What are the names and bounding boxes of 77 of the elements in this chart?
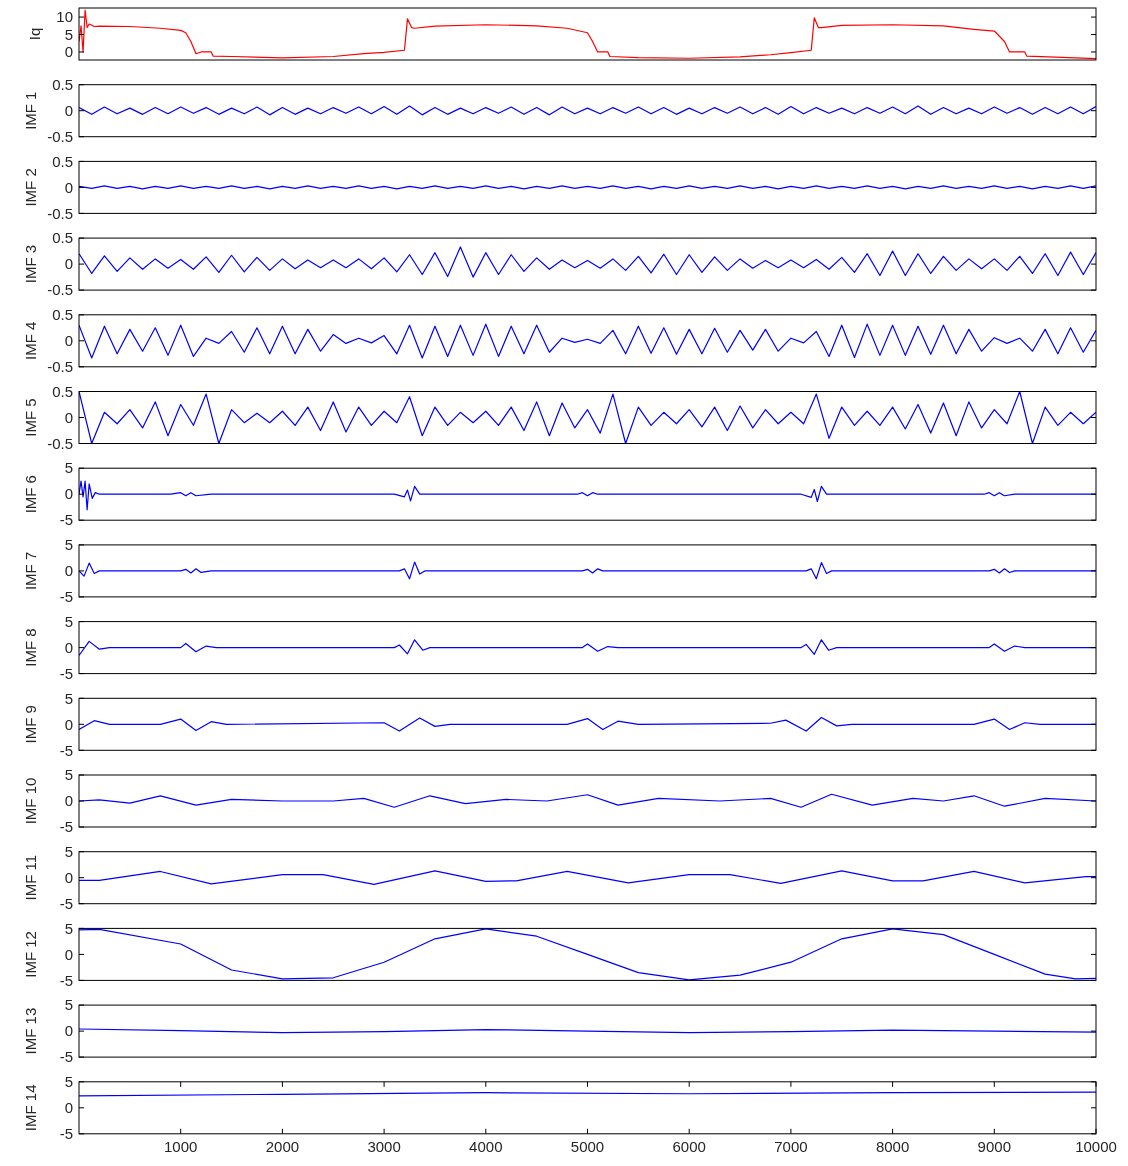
y-tick-label: 5 bbox=[64, 612, 73, 630]
y-tick-label: 0.5 bbox=[52, 75, 73, 93]
y-axis-title: IMF 9 bbox=[22, 705, 39, 744]
y-tick-label: -5 bbox=[59, 818, 73, 836]
x-tick-label: 1000 bbox=[164, 1137, 198, 1155]
line-series bbox=[79, 246, 1096, 278]
y-axis-title: Iq bbox=[26, 27, 43, 41]
y-tick-label: -0.5 bbox=[47, 204, 73, 222]
y-tick-label: 5 bbox=[64, 536, 73, 554]
y-axis-title: IMF 8 bbox=[22, 628, 39, 667]
line-series bbox=[79, 323, 1096, 359]
y-axis-title: IMF 2 bbox=[22, 168, 39, 207]
y-tick-label: 0.5 bbox=[52, 382, 73, 400]
y-tick-label: -5 bbox=[59, 664, 73, 682]
y-axis-title: IMF 10 bbox=[22, 777, 39, 825]
x-tick-label: 2000 bbox=[265, 1137, 300, 1155]
y-tick-label: 5 bbox=[64, 25, 73, 43]
x-tick-label: 4000 bbox=[469, 1137, 503, 1155]
y-tick-label: -0.5 bbox=[47, 434, 73, 452]
y-tick-label: 0.5 bbox=[52, 306, 73, 324]
line-series bbox=[79, 928, 1096, 981]
y-tick-label: 0 bbox=[64, 1099, 73, 1117]
y-tick-label: 0 bbox=[64, 868, 73, 886]
y-tick-label: 0 bbox=[64, 1022, 73, 1040]
y-tick-label: 0 bbox=[64, 485, 73, 503]
y-tick-label: 0 bbox=[64, 715, 73, 733]
y-axis-title: IMF 13 bbox=[22, 1007, 39, 1055]
y-tick-label: 0 bbox=[64, 638, 73, 656]
x-tick-label: 6000 bbox=[672, 1137, 706, 1155]
y-axis-title: IMF 6 bbox=[22, 475, 39, 514]
y-tick-label: -0.5 bbox=[47, 127, 73, 145]
y-tick-label: 0.5 bbox=[52, 229, 73, 247]
y-axis-title: IMF 7 bbox=[22, 551, 39, 591]
y-tick-label: -5 bbox=[59, 894, 73, 912]
y-tick-label: 0 bbox=[64, 255, 73, 273]
y-tick-label: -5 bbox=[59, 971, 73, 989]
y-axis-title: IMF 14 bbox=[22, 1084, 39, 1132]
y-tick-label: 0 bbox=[64, 332, 73, 350]
x-tick-label: 9000 bbox=[977, 1137, 1011, 1155]
y-tick-label: 5 bbox=[64, 919, 73, 937]
line-series bbox=[79, 870, 1096, 886]
y-tick-label: 5 bbox=[64, 459, 73, 477]
y-tick-label: -0.5 bbox=[47, 281, 73, 299]
x-tick-label: 7000 bbox=[774, 1137, 808, 1155]
y-tick-label: 5 bbox=[64, 689, 73, 707]
line-series bbox=[79, 391, 1096, 444]
y-tick-label: 0 bbox=[64, 562, 73, 580]
y-axis-title: IMF 12 bbox=[22, 931, 39, 978]
y-tick-label: 0 bbox=[64, 408, 73, 426]
y-tick-label: 5 bbox=[64, 766, 73, 784]
y-tick-label: -0.5 bbox=[47, 358, 73, 376]
x-tick-label: 10000 bbox=[1075, 1137, 1117, 1155]
y-tick-label: -5 bbox=[59, 1048, 73, 1066]
y-axis-title: IMF 5 bbox=[22, 398, 39, 437]
y-tick-label: 0 bbox=[64, 178, 73, 196]
y-tick-label: 0.5 bbox=[52, 152, 73, 170]
y-axis-title: IMF 3 bbox=[22, 244, 39, 284]
y-tick-label: 0 bbox=[64, 792, 73, 810]
y-tick-label: 5 bbox=[64, 996, 73, 1014]
y-tick-label: -5 bbox=[59, 741, 73, 759]
y-tick-label: 5 bbox=[64, 1073, 73, 1091]
y-axis-title: IMF 4 bbox=[22, 321, 39, 360]
y-tick-label: 10 bbox=[56, 8, 73, 26]
y-axis-title: IMF 11 bbox=[22, 854, 39, 901]
y-tick-label: -5 bbox=[59, 1125, 73, 1143]
y-tick-label: -5 bbox=[59, 588, 73, 606]
y-tick-label: 0 bbox=[64, 945, 73, 963]
x-tick-label: 8000 bbox=[875, 1137, 910, 1155]
line-series bbox=[79, 9, 1096, 60]
y-axis-title: IMF 1 bbox=[22, 91, 39, 130]
y-tick-label: -5 bbox=[59, 511, 73, 529]
x-tick-label: 5000 bbox=[570, 1137, 605, 1155]
y-tick-label: 5 bbox=[64, 842, 73, 860]
line-series bbox=[79, 105, 1096, 116]
y-tick-label: 0 bbox=[64, 101, 73, 119]
y-tick-label: 0 bbox=[64, 43, 73, 61]
x-tick-label: 3000 bbox=[367, 1137, 401, 1155]
